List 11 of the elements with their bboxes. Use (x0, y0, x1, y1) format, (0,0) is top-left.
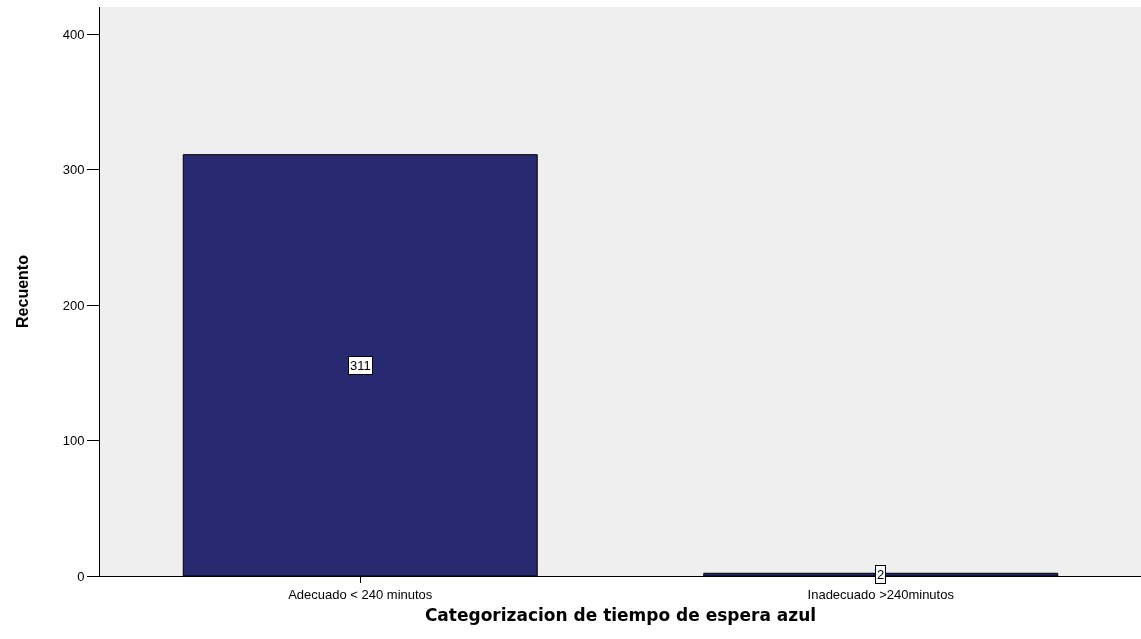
data-label: 311 (350, 358, 371, 373)
x-axis-title: Categorizacion de tiempo de espera azul (424, 605, 817, 625)
y-tick-label: 200 (62, 297, 85, 313)
data-label: 2 (877, 567, 885, 582)
x-tick-label: Adecuado < 240 minutos (288, 586, 433, 602)
x-tick-label: Inadecuado >240minutos (807, 586, 955, 602)
y-tick-label: 400 (62, 26, 85, 42)
y-tick-label: 300 (62, 162, 85, 178)
y-tick-label: 0 (77, 568, 85, 584)
y-axis-title: Recuento (13, 254, 31, 328)
y-tick-label: 100 (62, 433, 85, 449)
